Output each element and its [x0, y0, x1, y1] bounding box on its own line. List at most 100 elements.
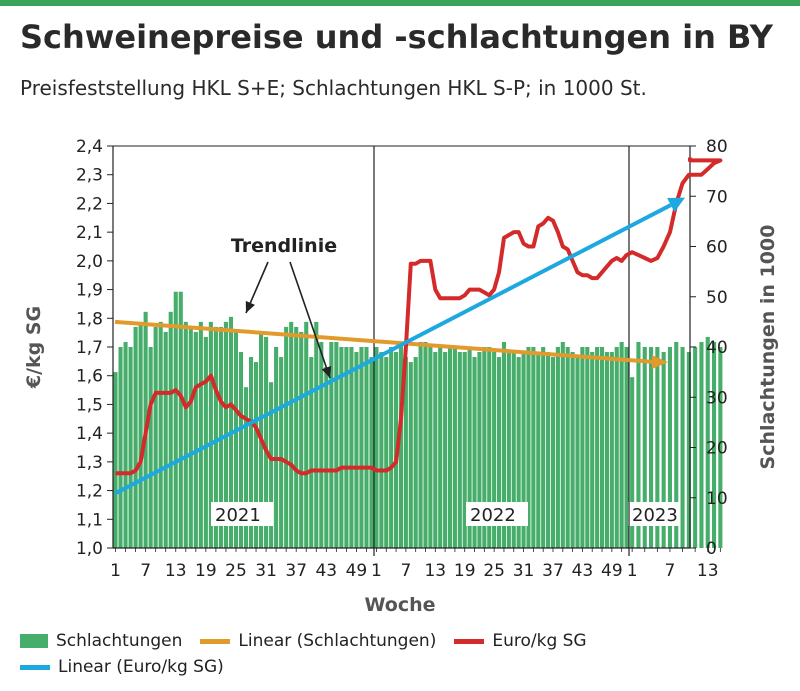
x-tick-label: 31 [513, 561, 535, 581]
trendline-price-arrowhead [667, 197, 685, 213]
bar [173, 291, 178, 548]
bar [680, 347, 685, 548]
chart-svg: 2021 2022 2023 1,0 1,1 1,2 1,3 1,4 1,5 1,6 1,7 1,8 1… [23, 137, 779, 616]
bar [264, 336, 269, 548]
y-axis-title-right: Schlachtungen in 1000 [757, 225, 779, 470]
y-tick-label-left: 2,1 [76, 223, 103, 243]
bar [516, 357, 521, 548]
bar [590, 352, 595, 548]
bar [661, 352, 666, 548]
y-tick-label-left: 1,5 [76, 395, 103, 415]
bar [379, 352, 384, 548]
bar [585, 347, 590, 548]
x-tick-label: 7 [665, 561, 676, 581]
bar [118, 347, 123, 548]
bar [349, 347, 354, 548]
y-axis-title-left: €/kg SG [23, 306, 45, 389]
bar [546, 352, 551, 548]
bar [113, 372, 118, 549]
y-tick-label-left: 1,2 [76, 482, 103, 502]
y-tick-label-left: 2,3 [76, 166, 103, 186]
bar [555, 347, 560, 548]
y-tick-label-right: 80 [706, 137, 728, 157]
bar [128, 347, 133, 548]
bar [457, 352, 462, 548]
y-tick-label-right: 60 [706, 238, 728, 258]
x-tick-label: 7 [140, 561, 151, 581]
bar [705, 336, 710, 548]
x-tick-label: 13 [165, 561, 187, 581]
x-tick-label: 43 [572, 561, 594, 581]
y-tick-label-right: 0 [706, 539, 717, 559]
chart-subtitle: Preisfeststellung HKL S+E; Schlachtungen… [20, 76, 647, 100]
price-line [115, 157, 723, 476]
bar [560, 341, 565, 548]
x-tick-label: 49 [346, 561, 368, 581]
bar [595, 347, 600, 548]
bar [418, 341, 423, 548]
bar [334, 341, 339, 548]
bar [550, 357, 556, 548]
bar [565, 347, 570, 548]
bar [521, 352, 526, 548]
bar [339, 347, 344, 548]
legend-label-euro: Euro/kg SG [492, 631, 587, 651]
year-label-bg [628, 502, 680, 526]
year-label: 2023 [632, 505, 678, 526]
legend-label-linear-euro: Linear (Euro/kg SG) [58, 657, 224, 677]
y-tick-label-right: 50 [706, 288, 728, 308]
bar [168, 311, 173, 548]
bar [570, 352, 575, 548]
y-tick-label-left: 1,4 [76, 424, 103, 444]
bar [254, 362, 259, 548]
legend-item-linear-euro: Linear (Euro/kg SG) [20, 657, 224, 677]
bar [178, 291, 183, 548]
bar [718, 347, 723, 548]
x-tick-label: 13 [424, 561, 446, 581]
year-label: 2021 [215, 505, 261, 526]
x-tick-label: 37 [542, 561, 564, 581]
bar [511, 352, 516, 548]
bar [203, 336, 208, 548]
bar [609, 352, 614, 548]
bar [531, 347, 536, 548]
bar [324, 367, 329, 548]
bar [482, 347, 487, 548]
chart-title: Schweinepreise und -schlachtungen in BY [20, 18, 773, 56]
x-tick-label: 1 [110, 561, 121, 581]
bar [408, 362, 413, 548]
bar [369, 357, 374, 548]
bar [447, 347, 453, 548]
bar [492, 352, 497, 548]
bar [487, 347, 492, 548]
trendline-slaughter [114, 319, 657, 365]
y-tick-label-left: 1,9 [76, 281, 103, 301]
bar [604, 352, 609, 548]
top-accent-bar [0, 0, 800, 6]
bar [452, 347, 457, 548]
trendline-price [114, 203, 672, 496]
bar [274, 347, 279, 548]
bar [674, 341, 679, 548]
y-tick-label-left: 2,0 [76, 252, 103, 272]
bar [575, 357, 580, 548]
y-tick-label-right: 20 [706, 439, 728, 459]
bar [526, 347, 531, 548]
x-tick-label: 43 [315, 561, 337, 581]
bar [443, 352, 448, 548]
bar [269, 382, 274, 548]
bar [497, 357, 502, 548]
y-tick-label-left: 1,0 [76, 539, 103, 559]
y-tick-label-left: 1,7 [76, 338, 103, 358]
bar [364, 347, 369, 548]
bar [304, 321, 309, 549]
bar [619, 341, 624, 548]
bar [243, 387, 249, 548]
x-tick-label: 19 [195, 561, 217, 581]
bar [398, 341, 404, 548]
bar [314, 321, 319, 549]
legend: Schlachtungen Linear (Schlachtungen) Eur… [20, 628, 780, 680]
bar [359, 347, 364, 548]
x-tick-label: 7 [400, 561, 411, 581]
x-tick-label: 1 [371, 561, 382, 581]
